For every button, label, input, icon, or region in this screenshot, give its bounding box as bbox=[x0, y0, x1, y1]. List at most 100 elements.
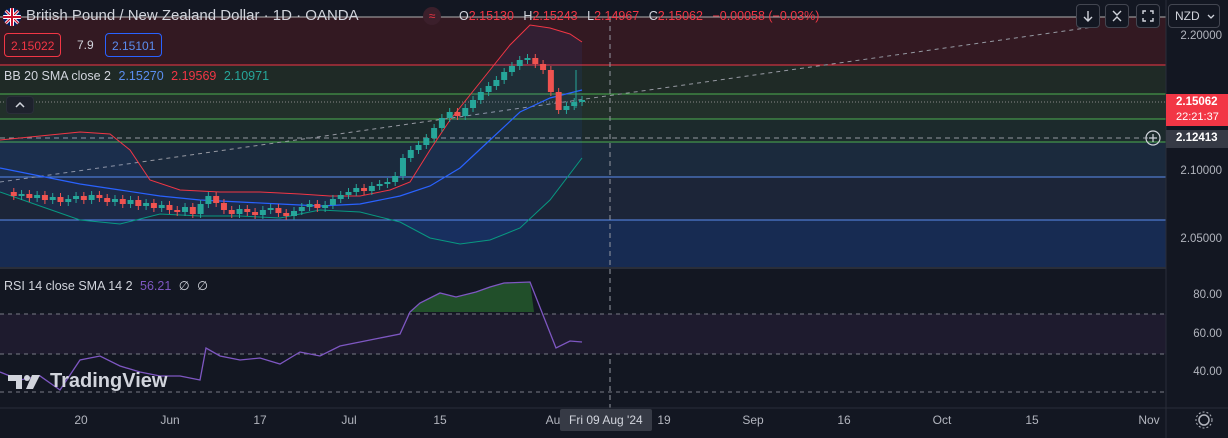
candle[interactable] bbox=[508, 66, 515, 72]
pane-separator[interactable] bbox=[0, 267, 1166, 269]
rsi-legend[interactable]: RSI 14 close SMA 14 2 56.21 ∅ ∅ bbox=[4, 278, 208, 293]
candle[interactable] bbox=[368, 186, 375, 191]
candle[interactable] bbox=[376, 184, 383, 186]
candle[interactable] bbox=[41, 195, 48, 200]
candle[interactable] bbox=[182, 207, 189, 212]
candle[interactable] bbox=[314, 204, 321, 208]
candle[interactable] bbox=[501, 72, 508, 80]
candle[interactable] bbox=[236, 209, 243, 214]
candle[interactable] bbox=[244, 209, 251, 212]
candle[interactable] bbox=[322, 205, 329, 208]
tradingview-logo[interactable]: TradingView bbox=[8, 370, 167, 393]
candle[interactable] bbox=[228, 210, 235, 214]
collapse-arrows-icon bbox=[1112, 10, 1122, 22]
candle[interactable] bbox=[470, 100, 477, 108]
candle[interactable] bbox=[353, 188, 360, 192]
candle[interactable] bbox=[189, 207, 196, 214]
candle[interactable] bbox=[80, 196, 87, 200]
candle[interactable] bbox=[438, 118, 445, 128]
candle[interactable] bbox=[96, 195, 103, 198]
candle[interactable] bbox=[150, 203, 157, 208]
currency-dropdown[interactable]: NZD bbox=[1168, 4, 1220, 28]
candle[interactable] bbox=[18, 194, 25, 196]
candle[interactable] bbox=[26, 194, 33, 198]
candle[interactable] bbox=[213, 196, 220, 203]
bb-upper-line[interactable] bbox=[0, 24, 583, 197]
candle[interactable] bbox=[547, 70, 554, 92]
bb-legend[interactable]: BB 20 SMA close 2 2.15270 2.19569 2.1097… bbox=[4, 69, 269, 83]
candle[interactable] bbox=[555, 92, 562, 110]
candle[interactable] bbox=[135, 200, 142, 206]
candle[interactable] bbox=[431, 128, 438, 138]
candle[interactable] bbox=[88, 195, 95, 200]
price-axis-bg[interactable] bbox=[1166, 0, 1228, 438]
candle[interactable] bbox=[399, 158, 406, 176]
candle[interactable] bbox=[57, 197, 64, 202]
candle[interactable] bbox=[10, 192, 17, 196]
candle[interactable] bbox=[104, 198, 111, 202]
candle[interactable] bbox=[34, 195, 41, 198]
candle[interactable] bbox=[143, 203, 150, 206]
scroll-down-button[interactable] bbox=[1076, 4, 1100, 28]
candle[interactable] bbox=[384, 182, 391, 184]
zone-teal bbox=[0, 119, 1166, 142]
candle[interactable] bbox=[283, 213, 290, 216]
crosshair-price-tag-bg bbox=[1166, 130, 1228, 148]
candle[interactable] bbox=[49, 197, 56, 200]
candle[interactable] bbox=[174, 210, 181, 212]
candle[interactable] bbox=[423, 138, 430, 145]
candle[interactable] bbox=[524, 58, 531, 60]
candle[interactable] bbox=[197, 204, 204, 214]
candle[interactable] bbox=[73, 196, 80, 199]
candle[interactable] bbox=[252, 212, 259, 215]
candle[interactable] bbox=[446, 112, 453, 118]
candle[interactable] bbox=[306, 204, 313, 207]
add-alert-icon[interactable] bbox=[1145, 130, 1161, 146]
candle[interactable] bbox=[259, 210, 266, 215]
candle[interactable] bbox=[361, 188, 368, 191]
candle[interactable] bbox=[477, 92, 484, 100]
buy-button[interactable]: 2.15101 bbox=[105, 33, 163, 57]
rsi-line[interactable] bbox=[0, 281, 583, 391]
candle[interactable] bbox=[462, 108, 469, 116]
reset-scale-button[interactable] bbox=[1105, 4, 1129, 28]
candle[interactable] bbox=[571, 102, 578, 106]
candle[interactable] bbox=[119, 199, 126, 204]
candle[interactable] bbox=[337, 195, 344, 199]
market-status-icon[interactable]: ≈ bbox=[423, 7, 441, 25]
candle[interactable] bbox=[220, 203, 227, 210]
candle[interactable] bbox=[158, 205, 165, 208]
candle[interactable] bbox=[540, 64, 547, 70]
candle[interactable] bbox=[111, 199, 118, 202]
candle[interactable] bbox=[579, 100, 585, 102]
sell-button[interactable]: 2.15022 bbox=[4, 33, 62, 57]
settings-gear-icon[interactable] bbox=[1198, 414, 1210, 426]
candle[interactable] bbox=[407, 150, 414, 158]
candle[interactable] bbox=[415, 145, 422, 150]
candle[interactable] bbox=[127, 200, 134, 204]
candle[interactable] bbox=[493, 80, 500, 86]
gbp-flag-icon bbox=[3, 8, 21, 26]
collapse-legend-button[interactable] bbox=[6, 96, 34, 114]
candle[interactable] bbox=[291, 211, 297, 216]
candle[interactable] bbox=[345, 192, 352, 195]
candle[interactable] bbox=[205, 196, 212, 204]
candle[interactable] bbox=[516, 60, 523, 66]
symbol-title[interactable]: British Pound / New Zealand Dollar · 1D … bbox=[26, 7, 359, 24]
candle[interactable] bbox=[65, 199, 72, 202]
candle[interactable] bbox=[392, 176, 399, 182]
trend-line[interactable] bbox=[0, 25, 1101, 183]
fullscreen-button[interactable] bbox=[1136, 4, 1160, 28]
candle[interactable] bbox=[454, 112, 461, 116]
candle[interactable] bbox=[532, 58, 539, 64]
candle[interactable] bbox=[166, 205, 173, 210]
candle[interactable] bbox=[329, 199, 336, 205]
candle[interactable] bbox=[275, 208, 282, 213]
candles-group[interactable] bbox=[10, 54, 585, 220]
bb-lower-line[interactable] bbox=[0, 157, 583, 245]
candle[interactable] bbox=[298, 207, 305, 211]
candle[interactable] bbox=[563, 106, 570, 110]
candle[interactable] bbox=[485, 86, 492, 92]
candle[interactable] bbox=[267, 208, 274, 210]
